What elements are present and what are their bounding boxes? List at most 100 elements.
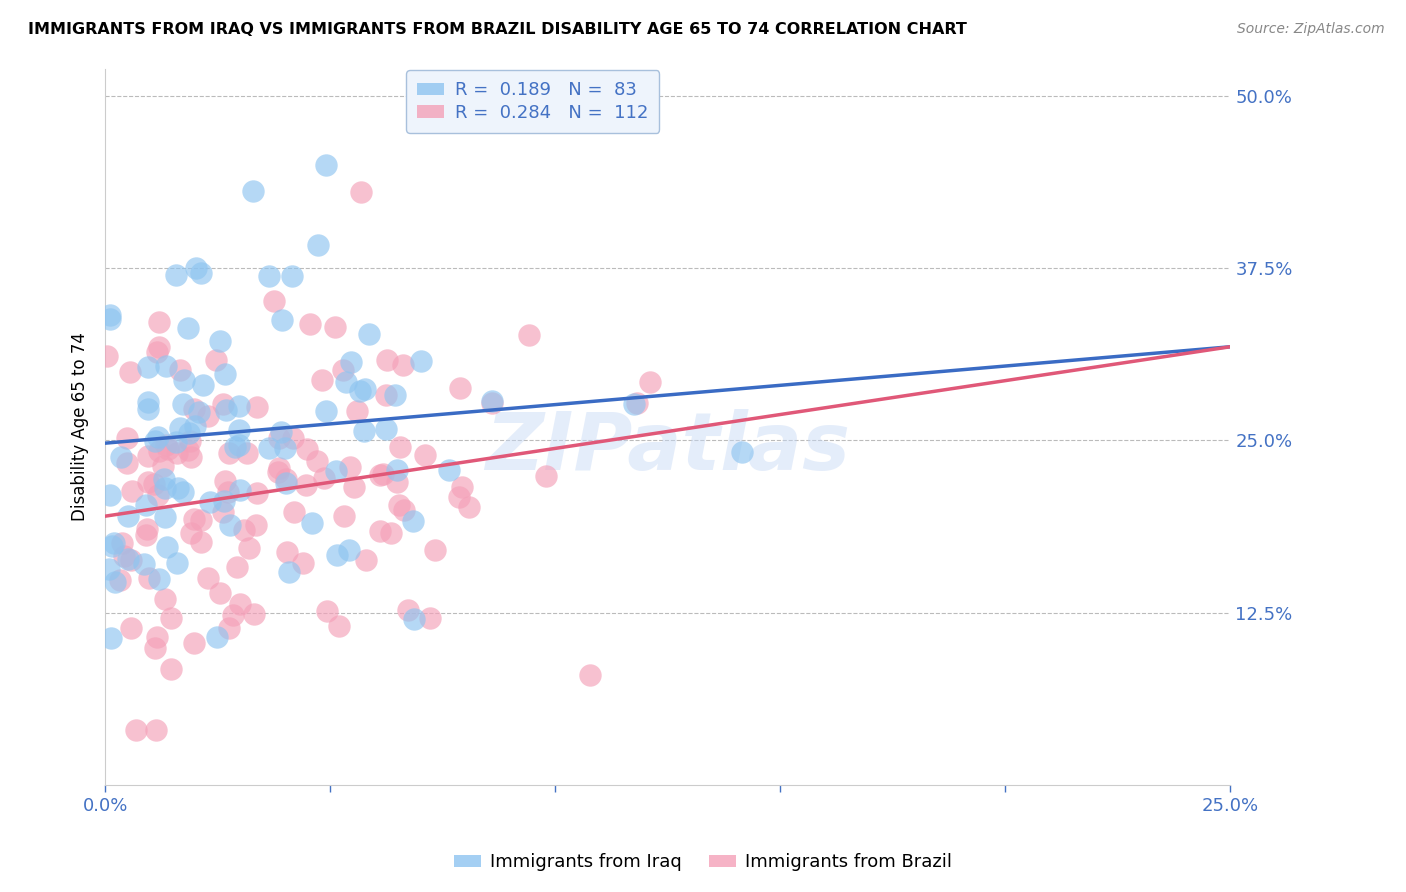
Point [165,434,187,449]
Point [153,481,176,495]
Point [380,526,402,541]
Point [274,442,297,456]
Point [120,621,142,635]
Point [183,401,205,416]
Point [374,388,396,402]
Point [534,469,557,483]
Point [353,425,375,439]
Point [156,442,179,457]
Point [236,446,259,460]
Point [176,442,198,457]
Point [307,454,329,468]
Point [325,548,347,562]
Point [437,462,460,476]
Point [193,378,215,392]
Point [221,608,243,623]
Point [190,266,212,280]
Point [148,443,170,458]
Point [337,543,360,558]
Point [402,612,425,626]
Point [143,640,166,655]
Point [354,553,377,567]
Point [183,418,205,433]
Point [297,442,319,456]
Point [155,359,177,373]
Point [626,395,648,409]
Point [167,481,190,495]
Point [136,394,159,409]
Point [155,438,177,452]
Point [328,619,350,633]
Point [117,456,139,470]
Point [371,467,394,481]
Point [450,480,472,494]
Point [183,635,205,649]
Point [179,434,201,448]
Point [120,365,142,379]
Point [173,373,195,387]
Point [298,317,321,331]
Point [152,459,174,474]
Point [638,376,661,390]
Point [180,450,202,464]
Point [242,607,264,621]
Point [146,430,169,444]
Point [209,586,232,600]
Point [267,466,290,480]
Point [115,432,138,446]
Point [117,552,139,566]
Point [138,475,160,489]
Point [136,522,159,536]
Point [207,630,229,644]
Point [228,424,250,438]
Point [270,425,292,439]
Point [217,484,239,499]
Point [325,464,347,478]
Point [277,565,299,579]
Point [98,562,121,576]
Point [212,505,235,519]
Point [270,313,292,327]
Point [385,475,408,489]
Point [208,334,231,348]
Point [481,393,503,408]
Point [257,441,280,455]
Point [136,449,159,463]
Y-axis label: Disability Age 65 to 74: Disability Age 65 to 74 [72,332,89,521]
Point [143,477,166,491]
Point [447,490,470,504]
Point [179,525,201,540]
Point [112,549,135,563]
Point [374,421,396,435]
Point [225,560,247,574]
Point [389,440,412,454]
Point [332,363,354,377]
Point [384,388,406,402]
Point [110,450,132,465]
Point [375,353,398,368]
Point [316,604,339,618]
Point [186,261,208,276]
Point [146,345,169,359]
Point [111,536,134,550]
Point [623,397,645,411]
Point [368,524,391,538]
Point [125,723,148,737]
Point [172,397,194,411]
Point [481,396,503,410]
Point [280,268,302,283]
Point [238,541,260,556]
Point [155,509,177,524]
Point [295,477,318,491]
Point [183,512,205,526]
Point [391,358,413,372]
Point [450,381,472,395]
Point [283,506,305,520]
Point [98,312,121,326]
Point [315,403,337,417]
Point [146,488,169,502]
Point [276,545,298,559]
Text: IMMIGRANTS FROM IRAQ VS IMMIGRANTS FROM BRAZIL DISABILITY AGE 65 TO 74 CORRELATI: IMMIGRANTS FROM IRAQ VS IMMIGRANTS FROM … [28,22,967,37]
Point [267,461,290,475]
Point [392,502,415,516]
